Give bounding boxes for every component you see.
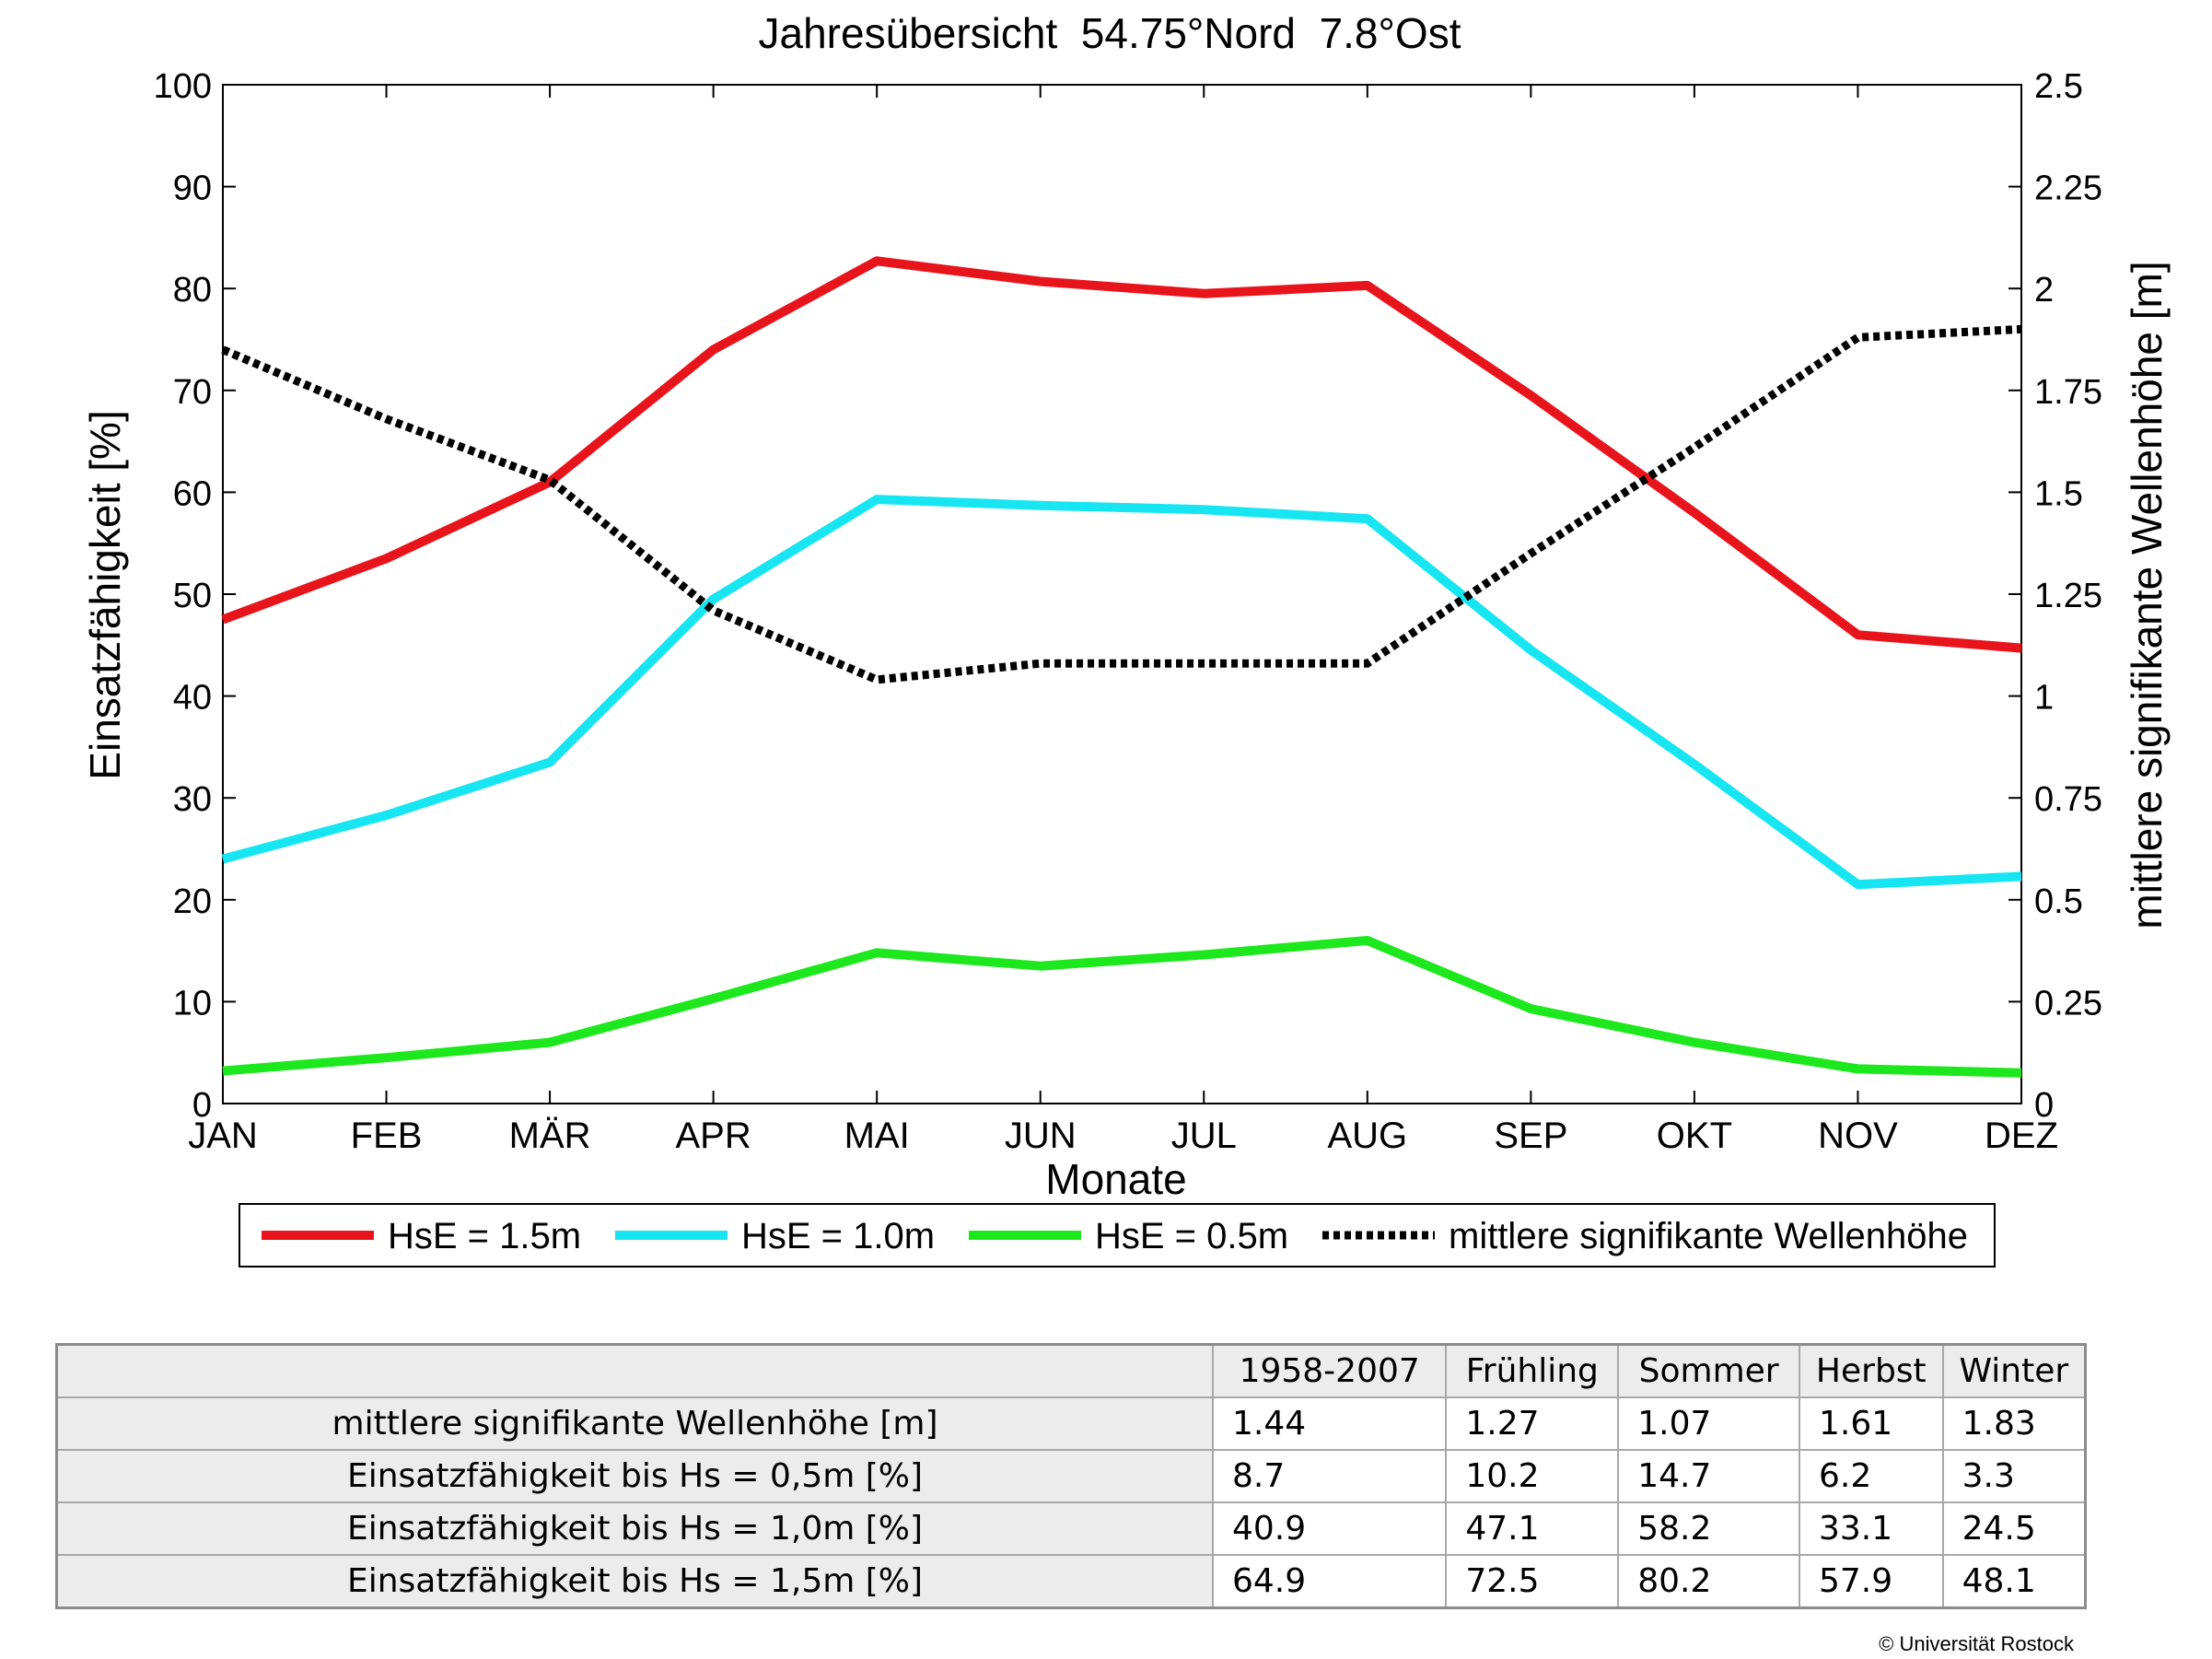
x-tick-label: JAN — [188, 1116, 258, 1156]
table-cell: 1.07 — [1617, 1396, 1800, 1451]
table-row-label: Einsatzfähigkeit bis Hs = 1,0m [%] — [55, 1501, 1214, 1556]
x-tick-label: FEB — [351, 1116, 423, 1156]
table-cell: 24.5 — [1941, 1501, 2087, 1556]
y-tick-label-left: 40 — [173, 679, 212, 718]
y-tick-label-right: 0.5 — [2034, 882, 2083, 921]
legend: HsE = 1.5m HsE = 1.0m HsE = 0.5m mittlere s… — [239, 1203, 1996, 1268]
table-cell: 33.1 — [1799, 1501, 1944, 1556]
x-axis-tick-labels: JAN FEB MÄR APR MAI JUN JUL AUG SEP OKT NOV DEZ — [188, 1116, 2058, 1156]
y-axis-label-left: Einsatzfähigkeit [%] — [81, 410, 129, 779]
y-tick-label-left: 100 — [154, 67, 212, 106]
y-tick-label-right: 1 — [2034, 679, 2054, 718]
series-lines — [221, 256, 2022, 1078]
legend-label: HsE = 1.0m — [741, 1216, 935, 1256]
series-line-3 — [222, 936, 2022, 1078]
x-tick-label: DEZ — [1985, 1116, 2058, 1156]
table-header-row: 1958-2007 Frühling Sommer Herbst Winter — [55, 1343, 2087, 1398]
table-row-label: mittlere signifikante Wellenhöhe [m] — [55, 1396, 1214, 1451]
right-axis-tick-labels: 0 0.25 0.5 0.75 1 1.25 1.5 1.75 2 2.25 2.5 — [2034, 67, 2102, 1125]
y-tick-label-right: 1.5 — [2034, 474, 2083, 513]
series-line-2 — [221, 495, 2022, 890]
table-cell: 47.1 — [1445, 1501, 1620, 1556]
table-row: Einsatzfähigkeit bis Hs = 1,5m [%] 64.9 … — [55, 1554, 2087, 1609]
table-row: Einsatzfähigkeit bis Hs = 1,0m [%] 40.9 … — [55, 1501, 2087, 1556]
y-tick-label-left: 50 — [173, 577, 212, 615]
chart: Jahresübersicht 54.75°Nord 7.8°Ost 01020… — [81, 9, 2171, 1268]
table-row-label: Einsatzfähigkeit bis Hs = 1,5m [%] — [55, 1554, 1214, 1609]
y-tick-label-right: 2.25 — [2034, 169, 2102, 208]
table-cell: 72.5 — [1445, 1554, 1620, 1609]
axis-ticks — [222, 84, 2022, 1104]
table-cell: 64.9 — [1211, 1554, 1448, 1609]
y-tick-label-left: 30 — [173, 780, 212, 819]
table-header-spring: Frühling — [1445, 1343, 1620, 1398]
copyright-notice: © Universität Rostock — [1879, 1632, 2074, 1655]
y-tick-label-right: 0.25 — [2034, 984, 2102, 1022]
y-tick-label-right: 2.5 — [2034, 67, 2083, 106]
legend-box — [239, 1203, 1996, 1268]
x-tick-label: APR — [676, 1116, 751, 1156]
x-tick-label: JUL — [1171, 1116, 1237, 1156]
table-cell: 1.44 — [1211, 1396, 1448, 1451]
y-tick-label-left: 60 — [173, 474, 212, 513]
chart-title: Jahresübersicht 54.75°Nord 7.8°Ost — [759, 9, 1461, 57]
y-tick-label-left: 80 — [173, 271, 212, 310]
table-cell: 1.27 — [1445, 1396, 1620, 1451]
series-line-1 — [221, 256, 2022, 653]
table-cell: 10.2 — [1445, 1449, 1620, 1503]
plot-area-border — [222, 84, 2022, 1104]
table-cell: 58.2 — [1617, 1501, 1800, 1556]
table-cell: 1.61 — [1799, 1396, 1944, 1451]
table-cell: 6.2 — [1799, 1449, 1944, 1503]
table-cell: 48.1 — [1941, 1554, 2087, 1609]
table-header-period: 1958-2007 — [1211, 1343, 1448, 1398]
table-header-autumn: Herbst — [1799, 1343, 1944, 1398]
table-row: Einsatzfähigkeit bis Hs = 0,5m [%] 8.7 1… — [55, 1449, 2087, 1503]
x-tick-label: AUG — [1327, 1116, 1407, 1156]
y-axis-label-right: mittlere signifikante Wellenhöhe [m] — [2123, 261, 2171, 929]
series-line-4 — [221, 324, 2022, 684]
legend-label: HsE = 0.5m — [1095, 1216, 1288, 1256]
table-cell: 40.9 — [1211, 1501, 1448, 1556]
statistics-table: 1958-2007 Frühling Sommer Herbst Winter … — [55, 1343, 2087, 1609]
y-tick-label-left: 10 — [173, 984, 212, 1022]
x-tick-label: MÄR — [509, 1116, 591, 1156]
table-cell: 14.7 — [1617, 1449, 1800, 1503]
table-cell: 80.2 — [1617, 1554, 1800, 1609]
y-tick-label-left: 20 — [173, 882, 212, 921]
x-tick-label: SEP — [1494, 1116, 1567, 1156]
y-tick-label-right: 1.25 — [2034, 577, 2102, 615]
left-axis-tick-labels: 0 10 20 30 40 50 60 70 80 90 100 — [154, 67, 212, 1125]
x-tick-label: MAI — [844, 1116, 910, 1156]
y-tick-label-left: 0 — [192, 1086, 212, 1125]
table-row-label: Einsatzfähigkeit bis Hs = 0,5m [%] — [55, 1449, 1214, 1503]
legend-label: mittlere signifikante Wellenhöhe — [1449, 1216, 1968, 1256]
table-header-summer: Sommer — [1617, 1343, 1800, 1398]
y-tick-label-right: 1.75 — [2034, 373, 2102, 412]
table-header-winter: Winter — [1941, 1343, 2087, 1398]
y-tick-label-right: 0 — [2034, 1086, 2054, 1125]
y-tick-label-right: 0.75 — [2034, 780, 2102, 819]
y-tick-label-left: 90 — [173, 169, 212, 208]
table-cell: 1.83 — [1941, 1396, 2087, 1451]
x-tick-label: JUN — [1005, 1116, 1077, 1156]
y-tick-label-left: 70 — [173, 373, 212, 412]
table-corner-cell — [55, 1343, 1214, 1398]
table-cell: 8.7 — [1211, 1449, 1448, 1503]
x-tick-label: NOV — [1818, 1116, 1898, 1156]
plot-frame — [222, 84, 2022, 1104]
table-cell: 3.3 — [1941, 1449, 2087, 1503]
table-row: mittlere signifikante Wellenhöhe [m] 1.4… — [55, 1396, 2087, 1451]
table-cell: 57.9 — [1799, 1554, 1944, 1609]
x-tick-label: OKT — [1657, 1116, 1732, 1156]
y-tick-label-right: 2 — [2034, 271, 2054, 310]
x-axis-label: Monate — [1045, 1155, 1186, 1203]
legend-label: HsE = 1.5m — [388, 1216, 581, 1256]
